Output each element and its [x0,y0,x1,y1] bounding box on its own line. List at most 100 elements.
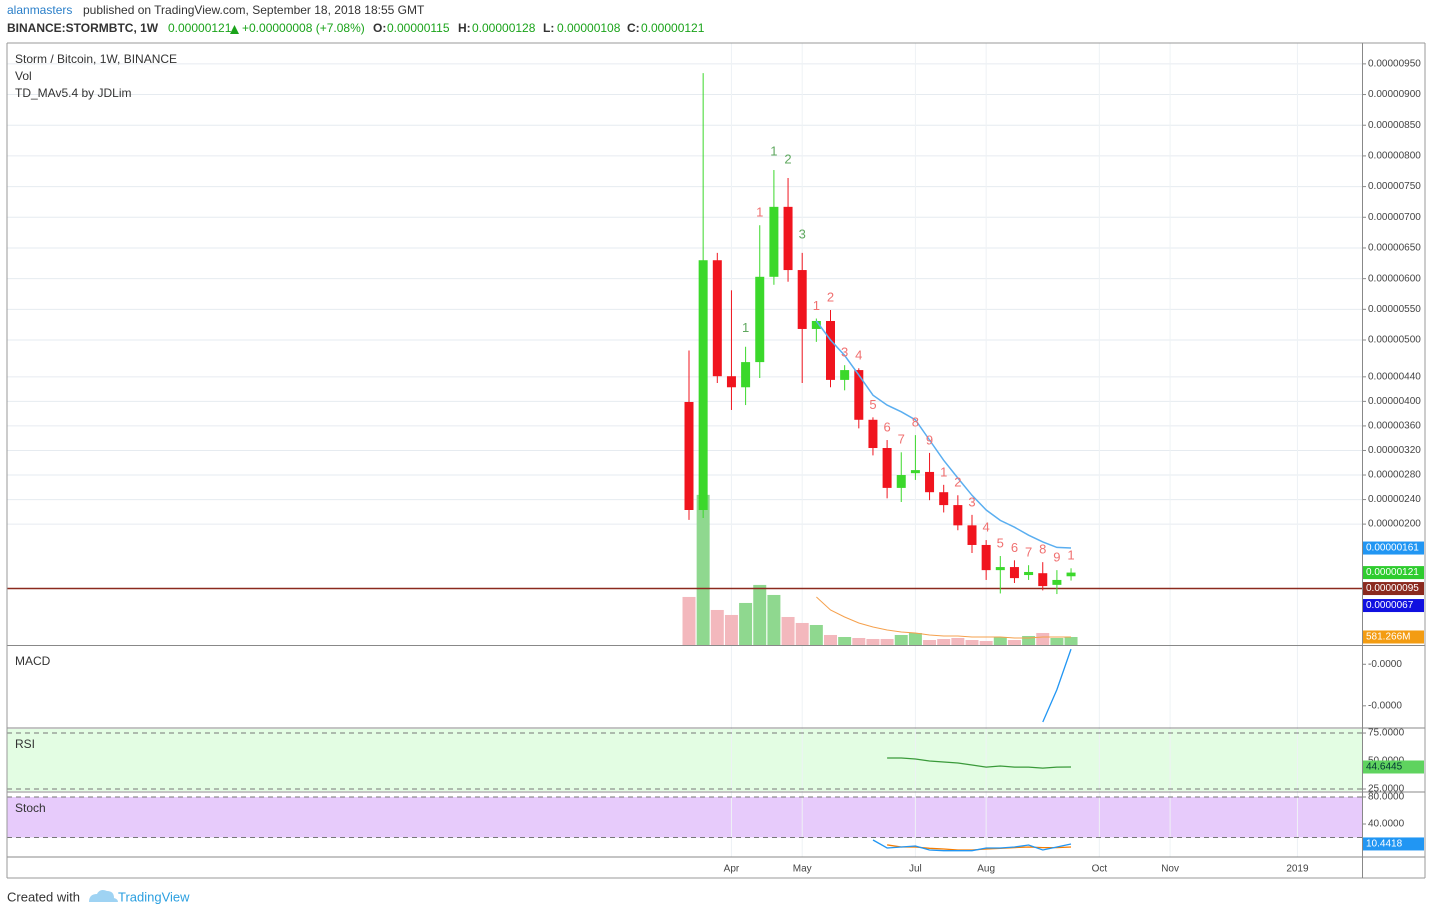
td-count: 1 [813,298,820,313]
volume-bar [696,494,710,645]
x-tick-label: 2019 [1286,864,1309,875]
volume-bar [710,609,724,645]
td-count: 6 [883,419,890,434]
volume-bar [1050,637,1064,645]
volume-bar [781,616,795,645]
price-tag: 0.00000161 [1366,543,1419,554]
candle-body [726,376,736,388]
td-count: 4 [855,348,862,363]
td-count: 8 [1039,542,1046,557]
y-tick-label: 0.00000400 [1368,396,1421,407]
price-tag: 0.00000121 [1366,567,1419,578]
candle-body [684,401,694,510]
indicator-line [1042,648,1072,723]
y-tick-label: 0.00000600 [1368,273,1421,284]
pane-background [7,729,1362,791]
study-label: TD_MAv5.4 by JDLim [15,86,131,100]
author: alanmasters [7,3,72,17]
candle-body [1066,572,1076,577]
candle-body [1009,567,1019,579]
td-count: 1 [742,320,749,335]
y-tick-label: 0.00000360 [1368,421,1421,432]
up-arrow [230,25,239,34]
indicator-line [872,839,1072,852]
y-tick-label: 0.00000900 [1368,89,1421,100]
volume-bar [965,639,979,645]
x-tick-label: Oct [1092,864,1108,875]
td-count: 7 [1025,545,1032,560]
td-count: 1 [770,143,777,158]
y-tick-label: 0.00000700 [1368,212,1421,223]
symbol: BINANCE:STORMBTC, 1W [7,21,159,35]
change: +0.00000008 (+7.08%) [242,21,365,35]
volume-bar [724,614,738,645]
pane-title: Stoch [15,801,46,815]
ohlc-key: H: [458,21,471,35]
price-tags: 0.00000161 0.00000121 0.00000095 0.0000067 5… [1363,541,1424,851]
td-count: 9 [1053,550,1060,565]
volume-bar [753,584,767,645]
y-tick-label: 40.0000 [1368,819,1405,830]
y-tick-label: 0.00000500 [1368,335,1421,346]
ohlc-value: 0.00000121 [641,21,705,35]
candle-body [910,470,920,474]
y-tick-label: 0.00000280 [1368,470,1421,481]
volume-bar [809,624,823,645]
td-count: 5 [869,397,876,412]
y-tick-label: 80.0000 [1368,792,1405,803]
indicator-tag: 10.4418 [1366,839,1403,850]
hline-tag-bg [1363,582,1424,596]
volume-bar [951,637,965,645]
volume-bar [1022,635,1036,645]
indicator-tag-bg [1363,760,1424,774]
footer-brand[interactable]: TradingView [118,889,190,904]
volume-bar [852,637,866,645]
volume [682,494,1078,645]
volume-bar [908,632,922,645]
y-tick-label: 75.0000 [1368,728,1405,739]
candle-body [1052,579,1062,585]
indicator-line [887,757,1072,769]
volume-bar [1064,636,1078,645]
volume-bar [824,634,837,645]
td-count: 4 [983,520,990,535]
volume-bar [1007,639,1021,645]
td-count: 9 [926,432,933,447]
x-tick-label: Jul [909,864,922,875]
ohlc-value: 0.00000108 [557,21,621,35]
candle-body [981,544,991,571]
y-tick-label: 0.00000320 [1368,445,1421,456]
axes: 0.00000950 0.00000900 0.00000850 0.00000800… [15,59,1421,875]
y-tick-label: -0.0000 [1368,659,1402,670]
candle-body [840,370,850,380]
candle-body [1038,573,1048,587]
candle-body [741,362,751,388]
moving-average [815,320,1072,549]
td-count: 6 [1011,540,1018,555]
candle-body [783,206,793,271]
td-count: 1 [940,464,947,479]
pane-band [7,796,1362,838]
indicator-tag-bg [1363,837,1424,851]
candle-body [995,567,1005,571]
ohlc-value: 0.00000115 [387,21,450,35]
volume-bar [979,640,993,645]
td-count: 5 [997,535,1004,550]
y-tick-label: 0.00000240 [1368,494,1421,505]
volume-bar [880,638,894,645]
td-count: 1 [1067,548,1074,563]
y-tick-label: 0.00000650 [1368,243,1421,254]
indicator-tag: 0.0000067 [1366,600,1414,611]
x-tick-label: Nov [1161,864,1179,875]
volume-bar [838,636,852,645]
candle-body [953,505,963,526]
candle-body [1024,571,1034,576]
ohlc-key: O: [373,21,386,35]
volume-bar [795,622,809,645]
td-count: 7 [898,432,905,447]
volume-bar [866,638,880,645]
last-price: 0.00000121 [168,21,232,35]
